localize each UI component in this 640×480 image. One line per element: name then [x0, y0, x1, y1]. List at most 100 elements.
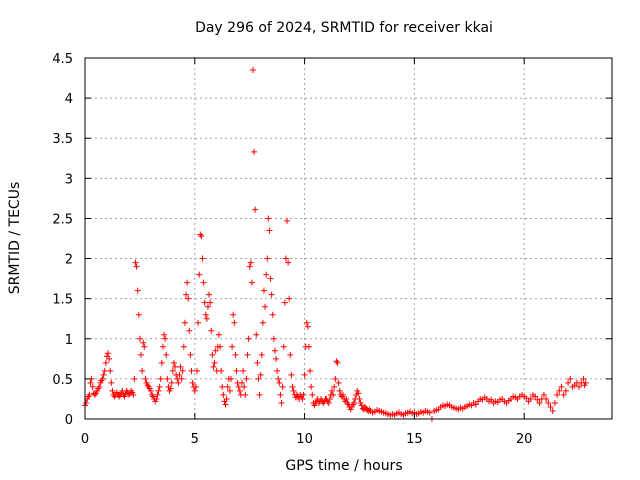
y-axis-label: SRMTID / TECUs [7, 182, 23, 295]
data-point [235, 383, 242, 390]
data-point [256, 391, 263, 398]
data-point [136, 335, 143, 342]
data-point [203, 315, 210, 322]
data-point [260, 287, 267, 294]
data-point [135, 311, 142, 318]
data-point [184, 279, 191, 286]
data-point [204, 303, 211, 310]
y-tick-label: 3.5 [52, 132, 73, 147]
data-point [224, 383, 231, 390]
y-tick-label: 3 [65, 172, 73, 187]
data-point [99, 375, 106, 382]
data-point [155, 387, 162, 394]
data-point [244, 351, 251, 358]
data-point [83, 399, 90, 406]
data-point [549, 407, 556, 414]
data-point [100, 371, 107, 378]
y-tick-label: 4 [65, 92, 73, 107]
data-point [301, 371, 308, 378]
data-point [300, 391, 307, 398]
data-point [219, 383, 226, 390]
data-point [580, 375, 587, 382]
data-point [86, 391, 93, 398]
data-point [358, 402, 365, 409]
x-tick-label: 20 [516, 432, 533, 447]
data-point [215, 331, 222, 338]
data-point [280, 343, 287, 350]
data-point [545, 399, 552, 406]
data-point [251, 148, 258, 155]
data-point [172, 363, 179, 370]
data-point [277, 391, 284, 398]
data-point [246, 263, 253, 270]
data-point [142, 375, 149, 382]
data-point [254, 359, 261, 366]
data-point [249, 67, 256, 74]
data-point [154, 391, 161, 398]
data-point [105, 350, 112, 357]
data-point [183, 291, 190, 298]
data-point [289, 383, 296, 390]
data-point [534, 396, 541, 403]
data-point [308, 383, 315, 390]
data-point [262, 303, 269, 310]
data-point [159, 343, 166, 350]
data-point [309, 391, 316, 398]
data-point [168, 379, 175, 386]
data-point [336, 387, 343, 394]
points-layer [82, 67, 589, 422]
data-point [109, 387, 116, 394]
data-point [554, 391, 561, 398]
data-point [239, 379, 246, 386]
data-point [273, 355, 280, 362]
data-point [193, 367, 200, 374]
data-point [275, 375, 282, 382]
data-point [132, 259, 139, 266]
data-point [186, 327, 193, 334]
data-point [133, 263, 140, 270]
data-point [270, 335, 277, 342]
data-point [265, 215, 272, 222]
data-point [158, 359, 165, 366]
data-point [175, 379, 182, 386]
data-point [134, 287, 141, 294]
data-point [137, 351, 144, 358]
data-point [156, 383, 163, 390]
data-point [236, 387, 243, 394]
data-point [179, 367, 186, 374]
data-point [157, 375, 164, 382]
data-point [243, 375, 250, 382]
data-point [102, 359, 109, 366]
data-point [196, 271, 203, 278]
x-tick-label: 0 [81, 432, 89, 447]
data-point [340, 391, 347, 398]
data-point [195, 319, 202, 326]
data-point [245, 335, 252, 342]
data-point [242, 391, 249, 398]
data-point [253, 331, 260, 338]
data-point [176, 371, 183, 378]
data-point [576, 383, 583, 390]
data-point [199, 255, 206, 262]
data-point [303, 319, 310, 326]
x-axis-label: GPS time / hours [285, 458, 402, 474]
chart-title: Day 296 of 2024, SRMTID for receiver kka… [195, 20, 493, 36]
data-point [532, 393, 539, 400]
data-point [167, 385, 174, 392]
data-point [279, 383, 286, 390]
data-point [207, 299, 214, 306]
y-tick-label: 1 [65, 333, 73, 348]
data-point [169, 367, 176, 374]
data-point [307, 367, 314, 374]
data-point [523, 395, 530, 402]
data-point [551, 399, 558, 406]
data-point [231, 319, 238, 326]
data-point [218, 367, 225, 374]
data-point [264, 255, 271, 262]
data-point [255, 375, 262, 382]
data-point [210, 363, 217, 370]
data-point [285, 259, 292, 266]
data-point [426, 409, 433, 416]
data-point [332, 375, 339, 382]
